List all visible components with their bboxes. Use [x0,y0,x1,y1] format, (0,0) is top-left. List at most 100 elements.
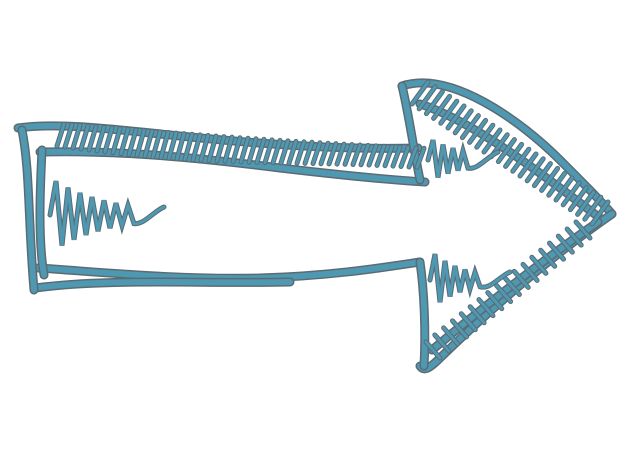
top-hatch-line [415,146,426,169]
arrow-drawing [13,78,617,374]
head-top-hatch-line [453,109,473,135]
head-top-hatch-line [554,176,574,202]
top-hatch-line [255,137,266,164]
head-bottom-hatch-line [539,248,557,268]
head-bottom-hatch-line [450,319,468,339]
top-hatch-line [119,127,130,156]
head-top-hatch-line [540,166,560,192]
head-top-hatch-line [568,186,588,212]
head-bottom-hatch-line [495,284,513,304]
head-top-hatch-line [583,195,603,221]
top-hatch-line [279,139,290,165]
top-hatch-line [55,122,66,148]
top-hatch-line [319,141,330,166]
head-bottom-hatch-line [574,220,592,240]
head-top-hatch-line [525,157,545,183]
head-top-hatch-line [439,99,459,125]
top-hatch-line [375,144,386,167]
head-bottom-hatch-line [565,227,583,247]
top-hatch-line [327,142,338,166]
top-hatch-line [223,135,234,163]
head-bottom-hatch-line [486,291,504,311]
head-top-hatch-line [475,123,495,149]
top-hatch-line [247,137,258,164]
top-hatch-line [311,141,322,166]
shaft-left-edge [19,127,37,293]
top-hatch-line [231,136,242,164]
head-top-hatch-line [424,90,444,116]
top-hatch-line [391,145,402,168]
head-top-hatch-line [410,80,430,106]
top-hatch-line [175,132,186,161]
head-bottom-hatch-line [503,276,521,296]
upper-joint-squiggle [426,139,500,178]
top-hatch-line [151,130,162,159]
top-hatch-line [303,140,314,165]
shaft-top-hatching [54,121,427,170]
head-top-hatch-line [561,181,581,207]
head-bottom-hatching [423,219,593,361]
top-hatch-line [383,145,394,168]
top-hatch-line [159,130,170,159]
head-top-hatch-line [432,94,452,120]
head-top-hatch-line [547,171,567,197]
shaft-top-edge-2 [37,148,428,185]
head-top-hatch-line [576,190,596,216]
head-top-hatch-line [496,138,516,164]
head-bottom-hatch-line [442,326,460,346]
head-bottom-hatch-line [477,298,495,318]
top-hatch-line [207,134,218,163]
shaft-bottom-edge-2 [32,279,293,291]
top-hatch-line [191,133,202,162]
squiggle-strokes [47,139,513,303]
head-bottom-hatch-line [424,340,442,360]
top-hatch-line [407,146,418,169]
top-hatch-line [215,135,226,163]
top-hatch-line [111,127,122,155]
head-bottom-hatch-line [468,305,486,325]
head-bottom-hatch-line [556,234,574,254]
head-top-hatch-line [590,200,610,226]
top-hatch-line [79,124,90,151]
top-hatch-line [263,138,274,165]
head-bottom-hatch-line [521,262,539,282]
top-hatch-line [183,132,194,161]
head-top-hatch-line [417,85,437,111]
head-top-hatch-line [482,128,502,154]
top-hatch-line [367,144,378,167]
top-hatch-line [87,125,98,152]
top-hatch-line [271,138,282,165]
head-top-hatch-line [446,104,466,130]
top-hatch-line [103,126,114,154]
head-top-hatching [409,79,611,227]
top-hatch-line [287,139,298,165]
lower-joint-squiggle [428,253,512,303]
head-top-hatch-line [511,147,531,173]
top-hatch-line [335,142,346,166]
top-hatch-line [135,129,146,157]
head-bottom-hatch-line [433,333,451,353]
top-hatch-line [295,140,306,165]
head-bottom-hatch-line [530,255,548,275]
head-top-edge [399,79,615,217]
top-hatch-line [239,136,250,164]
left-squiggle [48,180,166,246]
head-bottom-hatch-line [459,312,477,332]
top-hatch-line [143,129,154,158]
head-bottom-hatch-line [548,241,566,261]
head-top-hatch-line [504,142,524,168]
top-hatch-line [167,131,178,160]
top-hatch-line [399,145,410,168]
head-top-hatch-line [468,118,488,144]
top-hatch-line [199,133,210,162]
top-hatch-line [343,143,354,166]
arrow-outline [13,78,617,374]
head-top-hatch-line [532,162,552,188]
head-bottom-hatch-line [512,269,530,289]
head-top-hatch-line [460,114,480,140]
top-hatch-line [127,128,138,156]
shaft-left-edge-2 [37,147,47,278]
top-hatch-line [71,123,82,150]
